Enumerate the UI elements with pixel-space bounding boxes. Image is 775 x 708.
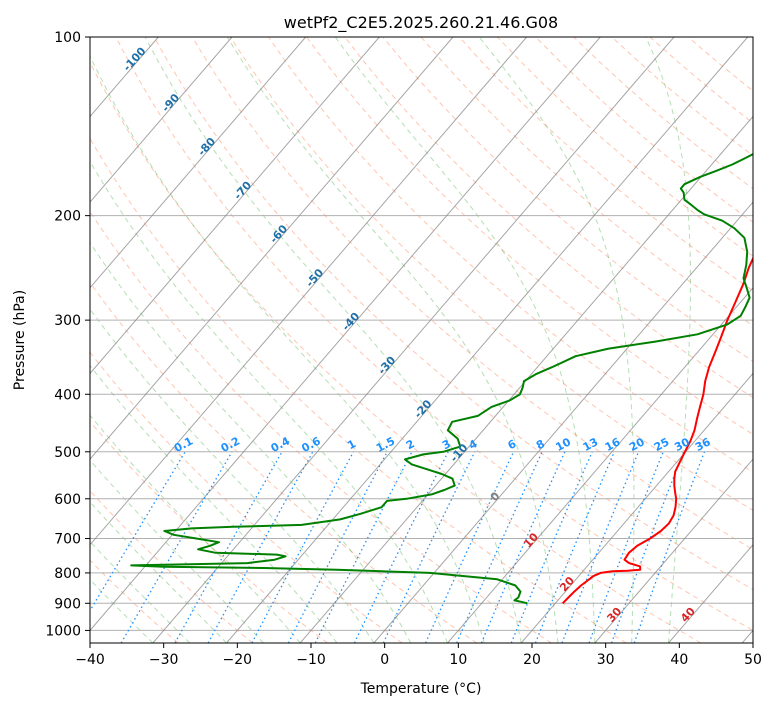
y-tick-label: 600	[54, 492, 81, 508]
isotherm-line	[520, 372, 753, 643]
x-tick-label: 30	[597, 652, 615, 668]
dry-adiabat-line	[90, 281, 478, 643]
mixing-ratio-label: 25	[652, 435, 672, 454]
mixing-ratio-line	[588, 451, 664, 643]
pressure-gridlines	[90, 37, 753, 631]
y-tick-label: 300	[54, 313, 81, 329]
x-tick-label: 40	[670, 652, 688, 668]
dry-adiabat-line	[90, 490, 254, 643]
y-tick-label: 900	[54, 596, 81, 612]
isotherm-line	[90, 37, 528, 546]
moist-adiabat-line	[645, 37, 691, 643]
moist-adiabat-line	[226, 37, 559, 643]
x-axis-ticks: −40 −30 −20 −10 0 10 20 30 40 50	[75, 643, 762, 668]
moist-adiabat-line	[90, 54, 485, 643]
mixing-ratio-label: 30	[672, 435, 692, 454]
moist-adiabat-line	[90, 241, 412, 643]
isotherm-line	[90, 37, 380, 375]
isotherm-line	[152, 37, 675, 643]
y-axis-label: Pressure (hPa)	[12, 290, 28, 390]
x-tick-label: 50	[744, 652, 762, 668]
isotherm-line	[299, 115, 753, 643]
isotherm-line	[90, 37, 307, 289]
moist-adiabat-line	[478, 37, 635, 643]
y-tick-label: 200	[54, 209, 81, 225]
dry-adiabat-line	[90, 137, 627, 643]
moist-adiabat-line	[90, 459, 264, 643]
moist-adiabat-line	[90, 160, 448, 643]
mixing-ratio-line	[425, 451, 515, 643]
y-tick-label: 700	[54, 532, 81, 548]
mixing-ratio-label: 20	[627, 435, 647, 454]
x-tick-label: −40	[75, 652, 105, 668]
isotherms	[90, 37, 753, 643]
dewpoint-profile-line	[130, 153, 753, 605]
y-tick-label: 800	[54, 566, 81, 582]
x-tick-label: 0	[380, 652, 389, 668]
mixing-ratio-line	[251, 451, 354, 643]
dry-adiabat-line	[90, 61, 702, 643]
moist-adiabat-line	[90, 364, 338, 643]
mixing-ratio-line	[610, 451, 685, 643]
mixing-ratio-label: 13	[581, 435, 601, 454]
y-tick-label: 100	[54, 30, 81, 46]
y-tick-label: 500	[54, 445, 81, 461]
sounding-series	[130, 153, 753, 605]
mixing-ratio-label: 10	[553, 435, 573, 454]
isotherm-line	[373, 201, 753, 643]
moist-adiabat-line	[90, 308, 375, 643]
mixing-ratio-line	[382, 451, 476, 643]
x-tick-label: 10	[449, 652, 467, 668]
moist-adiabat-line	[144, 37, 522, 643]
isotherm-line	[90, 37, 454, 460]
dry-adiabat-line	[115, 37, 753, 631]
mixing-ratio-label: 36	[693, 435, 713, 454]
y-tick-label: 400	[54, 387, 81, 403]
x-tick-label: −10	[296, 652, 326, 668]
isotherm-line	[90, 37, 233, 203]
mixing-ratio-labels: 0.1 0.2 0.4 0.6 1 1.5 2 3 4 6 8 10 13 16 20 25 30 36	[172, 434, 713, 455]
y-tick-label: 1000	[45, 623, 81, 639]
y-axis-ticks: 100 200 300 400 500 600 700 800 900 1000	[45, 30, 90, 639]
mixing-ratio-lines	[90, 451, 706, 643]
isotherm-line	[226, 37, 749, 643]
isotherm-line	[594, 458, 753, 643]
mixing-ratio-line	[353, 451, 449, 643]
isotherm-line	[447, 287, 753, 643]
dry-adiabat-line	[458, 37, 753, 292]
x-axis-label: Temperature (°C)	[360, 681, 482, 697]
dry-adiabat-line	[420, 37, 753, 327]
x-tick-label: −20	[223, 652, 253, 668]
mixing-ratio-label: 16	[603, 435, 623, 454]
plot-frame	[89, 36, 754, 644]
dry-adiabat-line	[229, 37, 753, 511]
temperature-profile-line	[561, 256, 753, 605]
x-tick-label: −30	[149, 652, 179, 668]
chart-title: wetPf2_C2E5.2025.260.21.46.G08	[284, 13, 558, 33]
dry-adiabat-line	[90, 210, 552, 643]
isotherm-line	[90, 37, 601, 632]
dry-adiabat-line	[90, 420, 328, 643]
dry-adiabat-line	[344, 37, 753, 399]
x-tick-label: 20	[523, 652, 541, 668]
moist-adiabat-line	[334, 37, 596, 643]
mixing-ratio-line	[90, 451, 186, 612]
